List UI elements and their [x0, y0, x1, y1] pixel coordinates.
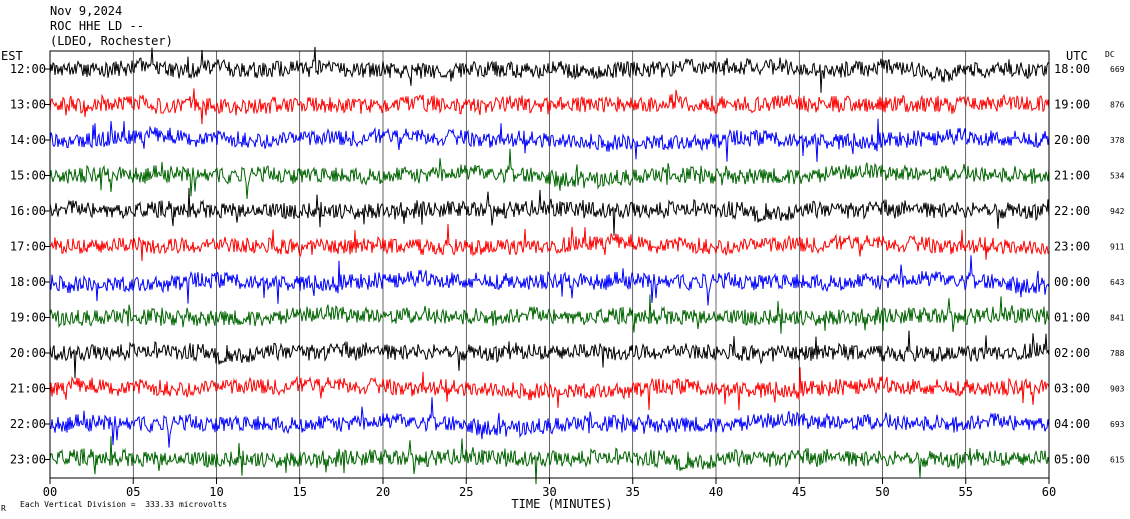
- dc-offset-value: 942: [1110, 207, 1125, 216]
- trace-row: [49, 397, 1050, 448]
- utc-time-label: 04:00: [1054, 417, 1090, 431]
- x-tick-label: 05: [126, 485, 140, 499]
- utc-time-label: 01:00: [1054, 311, 1090, 325]
- x-tick-label: 45: [792, 485, 806, 499]
- est-time-label: 15:00: [10, 169, 46, 183]
- est-time-label: 22:00: [10, 417, 46, 431]
- trace-row: [49, 436, 1050, 485]
- x-tick-label: 60: [1042, 485, 1056, 499]
- est-time-label: 17:00: [10, 240, 46, 254]
- x-tick-label: 55: [959, 485, 973, 499]
- right-axis-title: UTC: [1066, 49, 1088, 63]
- dc-offset-value: 643: [1110, 278, 1125, 287]
- dc-column-title: DC: [1105, 50, 1115, 59]
- left-axis-title: EST: [1, 49, 23, 63]
- x-tick-label: 10: [209, 485, 223, 499]
- dc-offset-value: 841: [1110, 314, 1125, 323]
- trace-row: [49, 367, 1050, 411]
- x-tick-label: 35: [626, 485, 640, 499]
- x-tick-labels: 00 05 10 15 20 25 30 35 40 45 50 55 60: [43, 478, 1056, 499]
- x-tick-label: 50: [875, 485, 889, 499]
- row-labels: 12:00 18:00 669 13:00 19:00 876 14:00 20:00 378 1…: [10, 62, 1125, 467]
- x-tick-label: 15: [293, 485, 307, 499]
- trace-row: [49, 46, 1050, 93]
- x-tick-label: 30: [542, 485, 556, 499]
- corner-mark: R: [1, 504, 6, 513]
- est-time-label: 18:00: [10, 275, 46, 289]
- utc-time-label: 20:00: [1054, 133, 1090, 147]
- scale-note: Each Vertical Division = 333.33 microvol…: [20, 500, 228, 509]
- dc-offset-value: 693: [1110, 420, 1125, 429]
- dc-offset-value: 378: [1110, 136, 1125, 145]
- utc-time-label: 00:00: [1054, 275, 1090, 289]
- utc-time-label: 22:00: [1054, 204, 1090, 218]
- dc-offset-value: 534: [1110, 172, 1125, 181]
- trace-row: [49, 148, 1050, 200]
- network-name: (LDEO, Rochester): [50, 34, 173, 48]
- x-tick-label: 40: [709, 485, 723, 499]
- est-time-label: 12:00: [10, 62, 46, 76]
- trace-row: [49, 294, 1050, 334]
- utc-time-label: 19:00: [1054, 98, 1090, 112]
- est-time-label: 19:00: [10, 311, 46, 325]
- dc-offset-value: 669: [1110, 65, 1125, 74]
- utc-time-label: 21:00: [1054, 169, 1090, 183]
- time-grid: [132, 51, 967, 478]
- x-tick-label: 25: [459, 485, 473, 499]
- utc-time-label: 23:00: [1054, 240, 1090, 254]
- est-time-label: 14:00: [10, 133, 46, 147]
- utc-time-label: 05:00: [1054, 453, 1090, 467]
- trace-row: [49, 255, 1050, 306]
- x-tick-label: 00: [43, 485, 57, 499]
- est-time-label: 16:00: [10, 204, 46, 218]
- trace-row: [49, 187, 1050, 236]
- trace-row: [49, 223, 1050, 262]
- dc-offset-value: 876: [1110, 101, 1125, 110]
- utc-time-label: 18:00: [1054, 62, 1090, 76]
- est-time-label: 23:00: [10, 453, 46, 467]
- dc-offset-value: 911: [1110, 243, 1125, 252]
- trace-row: [49, 330, 1050, 379]
- dc-offset-value: 903: [1110, 385, 1125, 394]
- est-time-label: 21:00: [10, 382, 46, 396]
- trace-row: [49, 88, 1050, 125]
- x-tick-label: 20: [376, 485, 390, 499]
- utc-time-label: 03:00: [1054, 382, 1090, 396]
- est-time-label: 20:00: [10, 346, 46, 360]
- dc-offset-value: 615: [1110, 456, 1125, 465]
- utc-time-label: 02:00: [1054, 346, 1090, 360]
- station-code: ROC HHE LD --: [50, 19, 144, 33]
- x-axis-title: TIME (MINUTES): [511, 497, 612, 511]
- trace-row: [49, 118, 1050, 162]
- est-time-label: 13:00: [10, 98, 46, 112]
- seismic-traces: [49, 46, 1050, 485]
- plot-date: Nov 9,2024: [50, 4, 123, 18]
- dc-offset-value: 788: [1110, 349, 1125, 358]
